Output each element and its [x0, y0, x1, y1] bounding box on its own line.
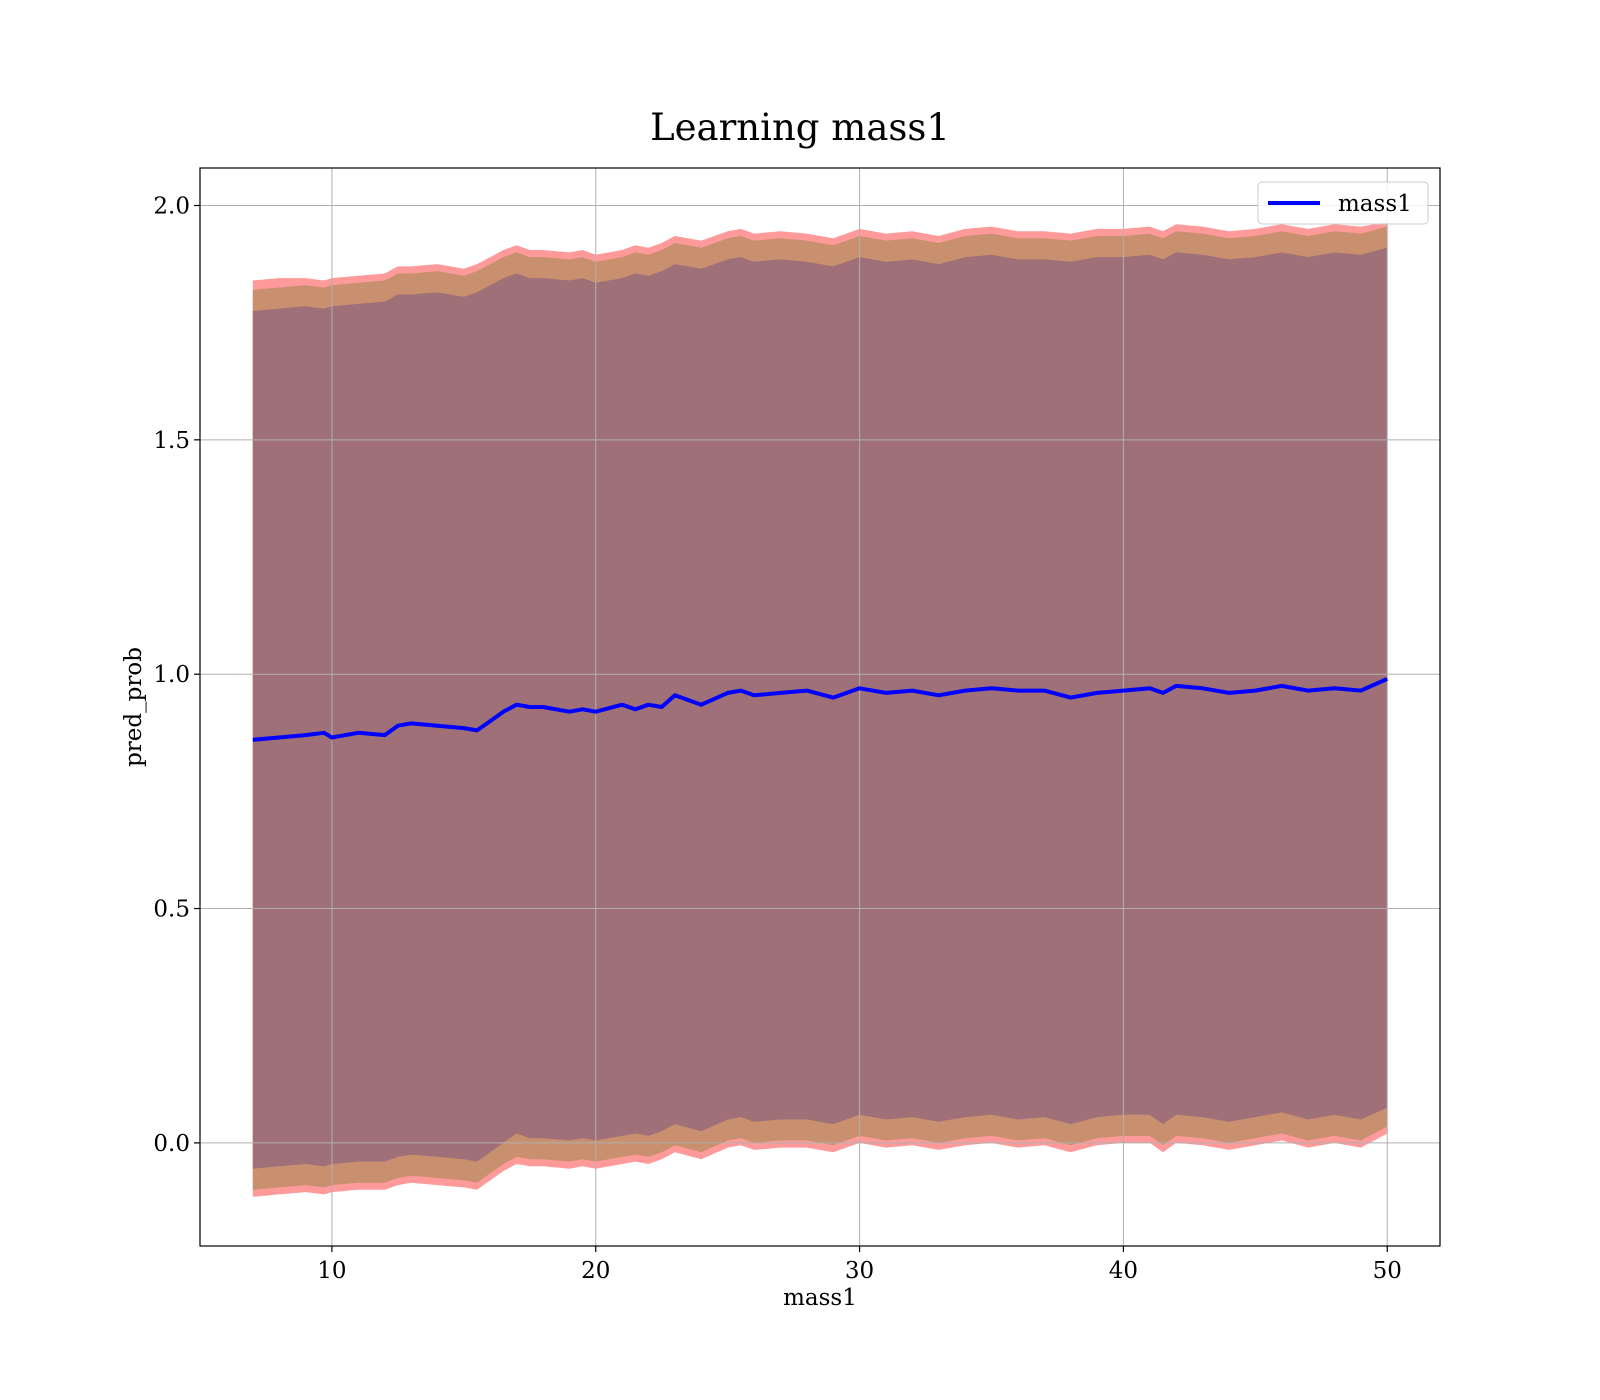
y-tick-label: 1.0	[153, 662, 190, 688]
x-tick-label: 10	[317, 1258, 346, 1284]
x-tick-label: 30	[845, 1258, 874, 1284]
y-tick-label: 0.0	[153, 1131, 190, 1157]
series-line-mass1	[252, 677, 1389, 742]
y-tick-label: 0.5	[153, 897, 190, 923]
band-inner	[252, 247, 1388, 1169]
y-axis-label: pred_prob	[121, 647, 147, 767]
legend: mass1	[1257, 181, 1429, 225]
y-tick-label: 2.0	[153, 193, 190, 219]
plot-frame	[199, 167, 1441, 1247]
legend-box	[1257, 181, 1429, 225]
x-tick-label: 20	[581, 1258, 610, 1284]
chart-title: Learning mass1	[650, 106, 950, 149]
y-tick-label: 1.5	[153, 428, 190, 454]
legend-label: mass1	[1338, 191, 1412, 217]
x-tick-label: 50	[1373, 1258, 1402, 1284]
x-tick-label: 40	[1109, 1258, 1138, 1284]
x-axis-label: mass1	[783, 1285, 857, 1311]
